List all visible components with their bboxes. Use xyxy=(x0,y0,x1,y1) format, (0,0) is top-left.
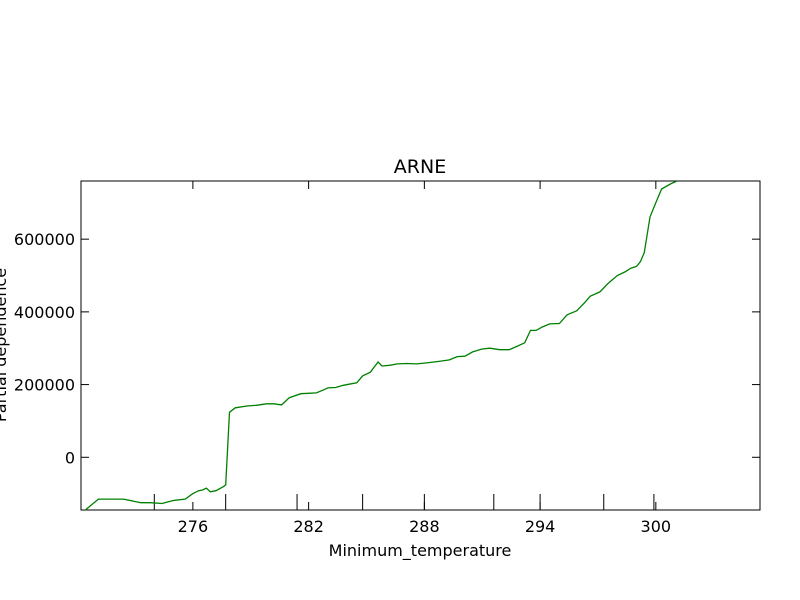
series-line xyxy=(84,181,678,510)
y-tick-label: 0 xyxy=(65,448,75,467)
plot-frame xyxy=(80,180,761,511)
chart-title: ARNE xyxy=(394,156,446,178)
rug-ticks xyxy=(153,494,655,510)
y-axis-ticks: 0 200000 400000 600000 xyxy=(14,230,760,467)
plot-area xyxy=(80,180,761,511)
x-tick-label: 294 xyxy=(525,517,556,536)
x-tick-label: 288 xyxy=(409,517,440,536)
x-tick-label: 300 xyxy=(641,517,672,536)
y-tick-label: 600000 xyxy=(14,230,75,249)
y-tick-label: 200000 xyxy=(14,376,75,395)
x-tick-label: 282 xyxy=(293,517,324,536)
series-layer xyxy=(84,181,678,510)
x-tick-label: 276 xyxy=(178,517,209,536)
x-axis-label: Minimum_temperature xyxy=(329,541,512,561)
y-axis-label: Partial dependence xyxy=(0,268,10,422)
y-tick-label: 400000 xyxy=(14,303,75,322)
x-axis-ticks: 276 282 288 294 300 xyxy=(178,181,672,536)
